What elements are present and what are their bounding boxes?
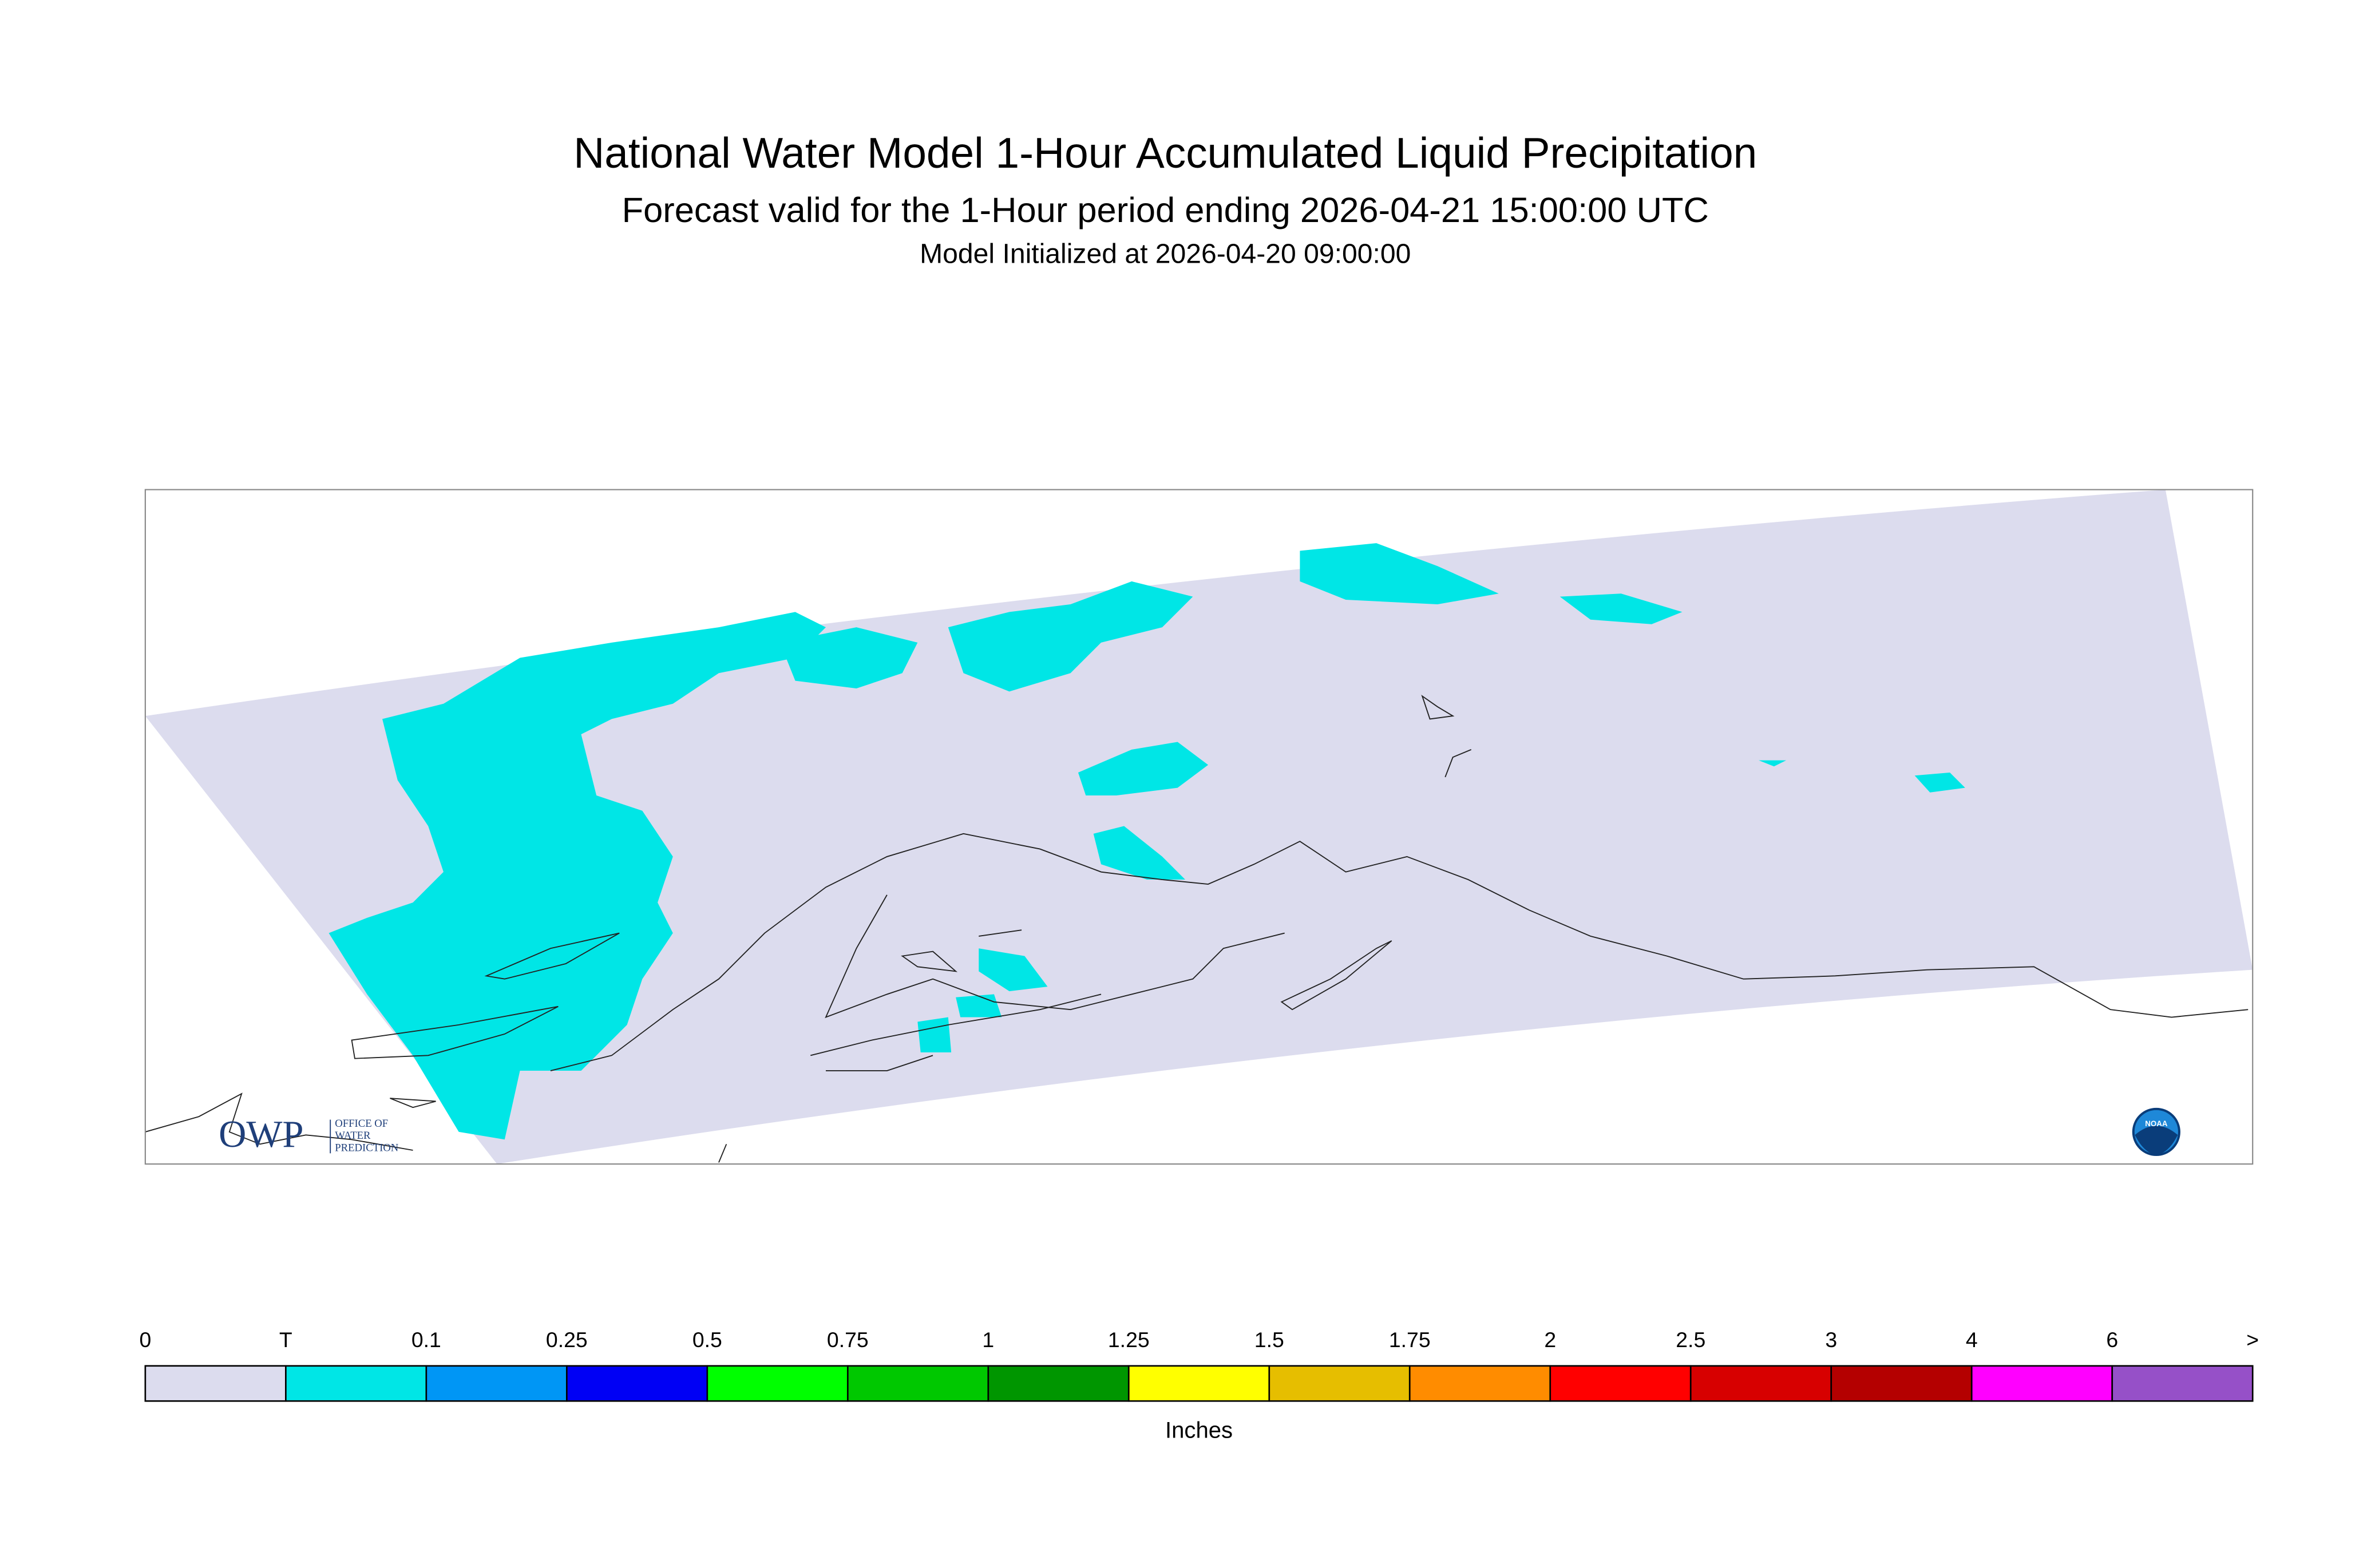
colorbar-swatch	[1127, 1365, 1270, 1402]
colorbar-swatch	[565, 1365, 708, 1402]
colorbar-label: 6	[2106, 1328, 2118, 1352]
coastline	[390, 1098, 727, 1163]
owp-logo-text: OFFICE OF	[335, 1118, 388, 1130]
precip-area	[1759, 760, 1787, 767]
noaa-logo-text: NOAA	[2145, 1119, 2168, 1128]
coastline	[810, 993, 1102, 1071]
colorbar: 0 T 0.1 0.25 0.5 0.75 1 1.25 1.5 1.75 2 2.5 3 4 6 >	[139, 1328, 2259, 1402]
colorbar-swatch	[1970, 1365, 2113, 1402]
precip-area	[1559, 593, 1683, 624]
precip-area	[1914, 772, 1965, 793]
colorbar-label: 1.5	[1254, 1328, 1284, 1352]
map-frame	[144, 489, 2254, 1165]
colorbar-label: 0.25	[546, 1328, 588, 1352]
title: National Water Model 1-Hour Accumulated …	[573, 129, 1757, 177]
colorbar-label: 4	[1966, 1328, 1978, 1352]
precip-area	[917, 1017, 952, 1052]
colorbar-swatch	[425, 1365, 568, 1402]
noaa-logo-wave	[2135, 1126, 2178, 1155]
precip-area	[1093, 826, 1185, 880]
owp-logo-text: WATER	[335, 1130, 371, 1142]
precip-areas	[328, 543, 1965, 1140]
colorbar-swatch	[1549, 1365, 1692, 1402]
coastline	[145, 1092, 413, 1151]
colorbar-swatch	[1689, 1365, 1832, 1402]
colorbar-label: 1	[982, 1328, 994, 1352]
map: OWP OFFICE OF WATER PREDICTION NOAA	[144, 489, 2254, 1165]
colorbar-label: T	[279, 1328, 292, 1352]
colorbar-label: 2.5	[1676, 1328, 1705, 1352]
coastline	[550, 833, 2249, 1071]
colorbar-swatch	[285, 1365, 428, 1402]
precip-area	[948, 581, 1193, 692]
colorbar-label: >	[2246, 1328, 2259, 1352]
colorbar-label: 0.5	[692, 1328, 722, 1352]
colorbar-swatch	[144, 1365, 287, 1402]
colorbar-label: 1.75	[1389, 1328, 1431, 1352]
coastline	[484, 932, 620, 980]
colorbar-label: 0.75	[827, 1328, 869, 1352]
colorbar-swatch	[2111, 1365, 2254, 1402]
colorbar-label: 0.1	[411, 1328, 441, 1352]
coastline	[1421, 694, 1472, 778]
owp-logo-text: PREDICTION	[335, 1142, 399, 1154]
precip-area	[779, 627, 918, 688]
subtitle: Forecast valid for the 1-Hour period end…	[622, 191, 1709, 230]
precip-area	[1300, 543, 1499, 605]
coastline	[351, 1005, 559, 1059]
init-time: Model Initialized at 2026-04-20 09:00:00	[920, 238, 1411, 269]
precip-area	[1078, 742, 1209, 796]
colorbar-units: Inches	[1165, 1417, 1233, 1443]
coastlines	[145, 694, 2249, 1163]
owp-logo: OWP	[219, 1113, 303, 1155]
colorbar-swatch	[1830, 1365, 1973, 1402]
coastline	[1280, 940, 1392, 1011]
coastline	[901, 929, 1022, 972]
colorbar-swatch	[846, 1365, 989, 1402]
colorbar-label: 3	[1825, 1328, 1837, 1352]
coastline	[825, 894, 1285, 1019]
colorbar-swatch	[1268, 1365, 1411, 1402]
precip-area	[328, 612, 826, 1140]
precip-area	[956, 994, 1002, 1017]
colorbar-swatch	[987, 1365, 1130, 1402]
colorbar-label: 2	[1544, 1328, 1556, 1352]
precip-area	[979, 948, 1048, 992]
colorbar-label: 1.25	[1108, 1328, 1150, 1352]
colorbar-swatch	[1408, 1365, 1551, 1402]
colorbar-label: 0	[139, 1328, 151, 1352]
colorbar-swatch	[706, 1365, 849, 1402]
